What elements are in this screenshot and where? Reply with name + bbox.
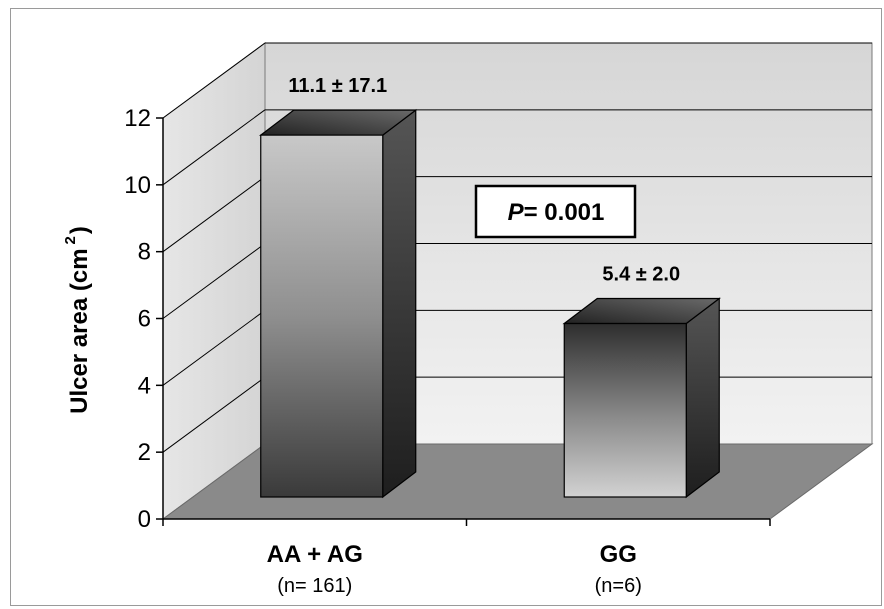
- y-tick-label: 12: [124, 105, 151, 132]
- y-ticks: 0 2 4 6 8 10 12: [124, 105, 163, 533]
- category-label: GG: [600, 541, 637, 568]
- y-tick-label: 4: [138, 372, 151, 399]
- bar-2: [562, 297, 722, 499]
- bar-side: [685, 297, 720, 499]
- p-value-italic: P: [508, 199, 525, 226]
- y-axis-label-sup: 2: [62, 236, 79, 244]
- bar-data-label: 11.1 ± 17.1: [288, 75, 387, 97]
- category-subtitle: (n=6): [595, 575, 642, 597]
- bar-1: [258, 108, 418, 499]
- gridline-side: [162, 109, 266, 186]
- gridline-side: [162, 42, 266, 119]
- p-value-annotation: P= 0.001: [474, 184, 637, 239]
- category-label: AA + AG: [267, 541, 363, 568]
- gridline-side: [162, 243, 266, 319]
- y-tick-label: 2: [138, 439, 151, 466]
- gridline-side: [162, 176, 266, 253]
- y-tick-label: 10: [124, 172, 151, 199]
- gridline-side: [162, 376, 266, 453]
- category-subtitle: (n= 161): [277, 575, 352, 597]
- p-value-rest: = 0.001: [524, 199, 605, 226]
- bar-front: [563, 322, 687, 498]
- bars: [258, 108, 722, 499]
- x-ticks: [162, 519, 771, 526]
- bar-data-label: 5.4 ± 2.0: [602, 264, 680, 286]
- bar-side: [382, 108, 417, 499]
- y-axis-label: Ulcer area (cm 2): [62, 226, 93, 414]
- p-value-box: [474, 184, 637, 239]
- labels: 11.1 ± 17.1 AA + AG (n= 161) 5.4 ± 2.0 GG (n=…: [267, 75, 680, 597]
- p-value-text: P= 0.001: [508, 199, 605, 226]
- gridline-side: [162, 309, 266, 386]
- y-axis-label-text: Ulcer area (cm: [66, 248, 93, 413]
- y-tick-label: 0: [138, 506, 151, 533]
- y-tick-label: 6: [138, 306, 151, 333]
- y-axis-label-close: ): [66, 226, 93, 234]
- y-tick-label: 8: [138, 239, 151, 266]
- bar-front: [260, 134, 384, 498]
